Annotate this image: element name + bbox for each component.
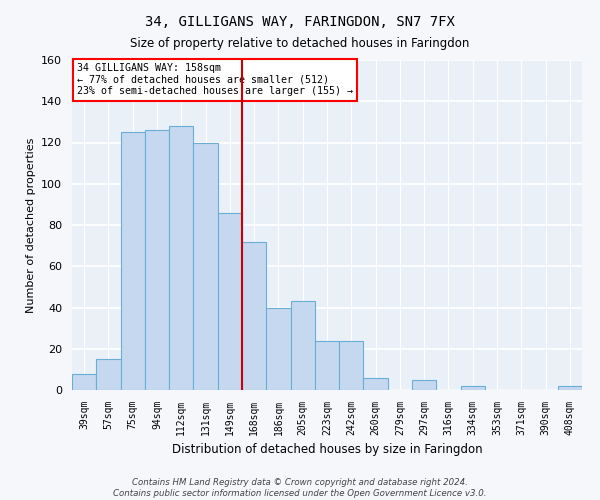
Bar [242,242,266,390]
Bar [218,212,242,390]
Bar [558,386,582,390]
Bar [290,302,315,390]
X-axis label: Distribution of detached houses by size in Faringdon: Distribution of detached houses by size … [172,444,482,456]
Bar [364,378,388,390]
Text: 34 GILLIGANS WAY: 158sqm
← 77% of detached houses are smaller (512)
23% of semi-: 34 GILLIGANS WAY: 158sqm ← 77% of detach… [77,64,353,96]
Bar [121,132,145,390]
Text: 34, GILLIGANS WAY, FARINGDON, SN7 7FX: 34, GILLIGANS WAY, FARINGDON, SN7 7FX [145,15,455,29]
Bar [461,386,485,390]
Bar [193,142,218,390]
Bar [145,130,169,390]
Bar [412,380,436,390]
Text: Contains HM Land Registry data © Crown copyright and database right 2024.
Contai: Contains HM Land Registry data © Crown c… [113,478,487,498]
Bar [96,359,121,390]
Y-axis label: Number of detached properties: Number of detached properties [26,138,35,312]
Bar [266,308,290,390]
Bar [169,126,193,390]
Bar [72,374,96,390]
Text: Size of property relative to detached houses in Faringdon: Size of property relative to detached ho… [130,38,470,51]
Bar [339,340,364,390]
Bar [315,340,339,390]
